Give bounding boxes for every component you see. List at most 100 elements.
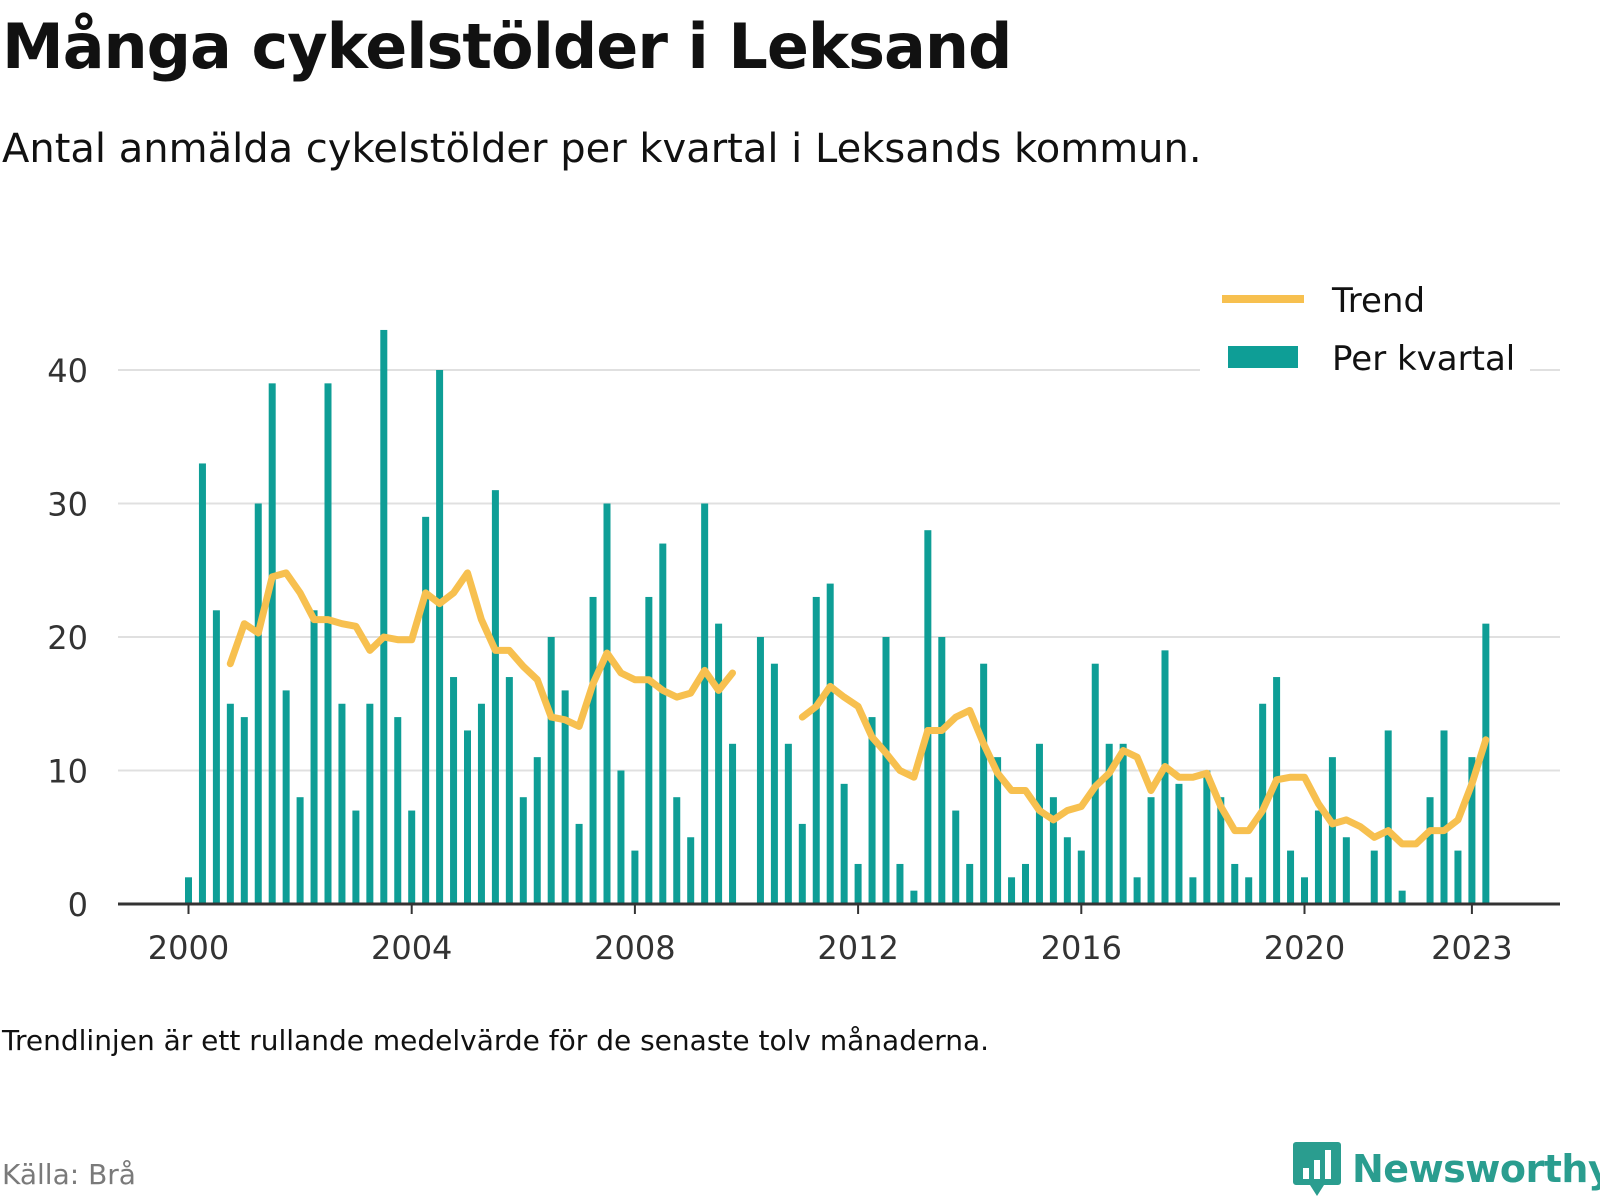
bar [1328,757,1336,904]
bar [575,823,583,904]
newsworthy-chart-icon [1293,1142,1341,1196]
bar [1454,850,1462,904]
bar [1049,797,1057,904]
bar [366,703,374,904]
bar [310,610,318,904]
bar [1342,837,1350,904]
bar [673,797,681,904]
bar [422,516,430,904]
bar [296,797,304,904]
grid-lines [118,369,1560,772]
bar [1314,810,1322,904]
bar [352,810,360,904]
bar [882,637,890,904]
bar [1231,863,1239,904]
bar [1175,783,1183,904]
bar [1008,877,1016,904]
bar [505,677,513,904]
legend-bar-swatch [1228,346,1298,368]
bar [1440,730,1448,904]
bar [952,810,960,904]
chart-title: Många cykelstölder i Leksand [2,10,1012,83]
bar [491,490,499,904]
bar [226,703,234,904]
bar [966,863,974,904]
y-axis-ticks: 0 10 20 30 40 [47,352,88,924]
x-tick-label: 2000 [148,929,229,967]
bar [910,890,918,904]
bar [268,383,276,905]
bar [896,863,904,904]
bar [631,850,639,904]
bar [380,329,388,904]
line-series-trend [226,569,1490,848]
bar [338,703,346,904]
bar [1482,623,1490,904]
bar-line-chart: 0 10 20 30 40 2000 2004 2008 2012 2016 2020 2023 T… [47,278,1560,967]
bar [1468,757,1476,904]
bar [770,663,778,904]
bar [561,690,569,904]
bar [1217,797,1225,904]
bar [198,463,206,904]
bar [617,770,625,904]
bar [589,596,597,904]
bar [1301,877,1308,904]
legend-trend-label: Trend [1331,281,1425,321]
bar [436,370,444,904]
bar [868,717,876,904]
bar [1273,677,1281,904]
bar [1035,743,1043,904]
trend-line [226,569,736,730]
bar [282,690,290,904]
bar [324,383,332,905]
bar [533,757,541,904]
bar [408,810,416,904]
bar [1119,743,1127,904]
bar [1370,850,1378,904]
bar [687,837,695,904]
legend-bar-label: Per kvartal [1332,339,1515,379]
bar [729,743,737,904]
bar [924,530,932,904]
bar [1133,877,1141,904]
trend-line [798,682,1490,848]
x-tick-label: 2004 [371,929,452,967]
x-tick-label: 2012 [817,929,898,967]
bar-series-per-kvartal [185,329,1490,905]
bar [1287,850,1295,904]
y-tick-label: 10 [47,753,88,791]
y-tick-label: 40 [47,352,88,390]
bar [1022,863,1029,904]
bar [185,877,192,904]
bar [1161,650,1169,904]
y-tick-label: 20 [47,619,88,657]
x-axis-ticks: 2000 2004 2008 2012 2016 2020 2023 [148,904,1513,967]
source-label: Källa: Brå [2,1158,136,1191]
bar [519,797,527,904]
brand-name: Newsworthy [1352,1147,1600,1191]
bar [659,543,667,904]
bar [1147,797,1155,904]
bar [464,730,471,904]
bar [938,637,946,904]
bar [394,717,402,904]
x-tick-label: 2020 [1264,929,1345,967]
footnote: Trendlinjen är ett rullande medelvärde f… [2,1024,990,1057]
bar [994,757,1002,904]
bar [798,823,806,904]
x-tick-label: 2023 [1431,929,1512,967]
bar [547,637,555,904]
bar [645,596,653,904]
bar [756,637,764,904]
bar [715,623,723,904]
y-tick-label: 0 [68,886,88,924]
bar [1063,837,1071,904]
bar [1105,743,1113,904]
bar [1245,877,1253,904]
bar [1189,877,1197,904]
bar [1398,890,1406,904]
bar [1077,850,1085,904]
chart-legend: Trend Per kvartal [1200,278,1530,379]
bar [450,677,458,904]
